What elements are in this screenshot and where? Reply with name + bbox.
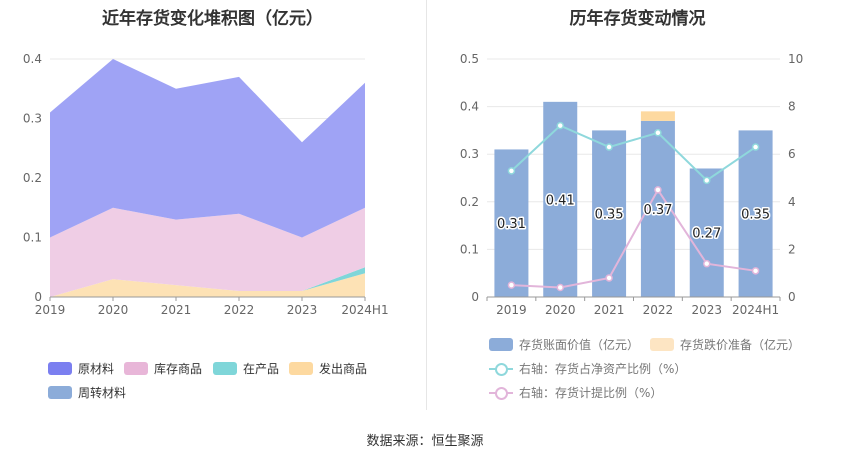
right-x-tick-label: 2019: [496, 303, 527, 317]
legend-item[interactable]: 周转材料: [48, 384, 126, 401]
right-chart-title: 历年存货变动情况: [569, 9, 706, 29]
legend-item[interactable]: 右轴：存货计提比例（%）: [489, 384, 662, 401]
right-y-tick-label: 0: [471, 290, 479, 304]
point-右轴：存货计提比例（%）: [703, 259, 711, 268]
right-x-tick-label: 2021: [594, 303, 625, 317]
data-source-note: 数据来源：恒生聚源: [366, 434, 484, 449]
legend-label: 在产品: [243, 362, 280, 376]
area-原材料: [50, 59, 365, 238]
point-右轴：存货计提比例（%）: [605, 274, 613, 282]
point-右轴：存货占净资产比例（%）: [605, 143, 613, 151]
bar-impairment: [640, 111, 675, 121]
bar-book-value: [689, 168, 724, 297]
bar-data-label: 0.35: [741, 208, 770, 223]
right-x-tick-label: 2022: [643, 303, 674, 317]
area-库存商品: [50, 207, 365, 297]
left-x-tick-label: 2022: [224, 303, 255, 317]
left-y-tick-label: 0.2: [23, 171, 42, 185]
bar-data-label: 0.37: [643, 203, 672, 218]
bar-data-label: 0.41: [546, 193, 575, 208]
line-右轴：存货计提比例（%）: [511, 187, 756, 289]
legend-swatch: [213, 362, 237, 375]
right-y2-tick-label: 10: [788, 52, 803, 66]
right-y2-tick-label: 6: [788, 147, 796, 161]
left-y-tick-label: 0.4: [23, 52, 42, 66]
line-右轴：存货占净资产比例（%）: [510, 124, 757, 182]
bar-book-value: [543, 101, 578, 297]
legend-line-marker: [489, 386, 513, 400]
legend-label: 周转材料: [78, 386, 127, 400]
legend-line-marker: [489, 362, 513, 376]
right-y-tick-label: 0.1: [460, 242, 479, 256]
point-右轴：存货占净资产比例（%）: [507, 167, 516, 175]
legend-label: 原材料: [78, 362, 115, 376]
left-chart-title: 近年存货变化堆积图（亿元）: [102, 9, 323, 29]
legend-item[interactable]: 在产品: [213, 360, 279, 377]
left-y-tick-label: 0.1: [23, 231, 42, 245]
bar-data-label: 0.35: [595, 208, 624, 223]
point-右轴：存货占净资产比例（%）: [654, 129, 662, 137]
right-y-tick-label: 0.4: [460, 100, 479, 114]
legend-label: 右轴：存货计提比例（%）: [519, 386, 663, 400]
left-x-tick-label: 2021: [161, 303, 192, 317]
right-y2-tick-label: 0: [788, 290, 796, 304]
point-右轴：存货计提比例（%）: [751, 267, 760, 275]
legend-swatch: [489, 338, 513, 351]
legend-item[interactable]: 右轴：存货占净资产比例（%）: [489, 360, 686, 377]
legend-label: 发出商品: [319, 362, 368, 376]
bar-data-label: 0.31: [497, 217, 526, 232]
right-y2-tick-label: 2: [788, 242, 796, 256]
legend-item[interactable]: 发出商品: [289, 360, 367, 377]
right-x-tick-label: 2020: [545, 303, 576, 317]
bar-book-value: [592, 130, 627, 297]
legend-label: 存货账面价值（亿元）: [519, 338, 640, 352]
right-y-tick-label: 0.2: [460, 195, 479, 209]
legend-swatch: [289, 362, 313, 375]
right-y-tick-label: 0.5: [460, 52, 479, 66]
legend-item[interactable]: 存货跌价准备（亿元）: [650, 336, 800, 353]
left-x-tick-label: 2024H1: [341, 303, 388, 317]
legend-item[interactable]: 原材料: [48, 360, 114, 377]
right-y2-tick-label: 8: [788, 100, 796, 114]
point-右轴：存货计提比例（%）: [556, 283, 564, 292]
bar-data-label: 0.27: [692, 227, 721, 242]
point-右轴：存货占净资产比例（%）: [556, 121, 564, 130]
point-右轴：存货占净资产比例（%）: [751, 143, 760, 151]
right-x-tick-label: 2023: [691, 303, 722, 317]
left-y-tick-label: 0.3: [23, 112, 42, 126]
legend-label: 右轴：存货占净资产比例（%）: [519, 362, 687, 376]
point-右轴：存货计提比例（%）: [654, 186, 662, 194]
right-x-tick-label: 2024H1: [732, 303, 779, 317]
left-y-tick-label: 0: [34, 290, 42, 304]
legend-swatch: [650, 338, 674, 351]
right-y2-tick-label: 4: [788, 195, 796, 209]
point-右轴：存货占净资产比例（%）: [703, 176, 711, 185]
right-y-tick-label: 0.3: [460, 147, 479, 161]
legend-swatch: [124, 362, 148, 375]
legend-swatch: [48, 386, 72, 399]
legend-item[interactable]: 库存商品: [124, 360, 202, 377]
legend-label: 库存商品: [154, 362, 203, 376]
left-x-tick-label: 2019: [35, 303, 66, 317]
legend-label: 存货跌价准备（亿元）: [680, 338, 801, 352]
left-x-tick-label: 2020: [98, 303, 129, 317]
point-右轴：存货计提比例（%）: [507, 281, 516, 289]
chart-divider: [426, 0, 427, 410]
left-x-tick-label: 2023: [287, 303, 318, 317]
legend-item[interactable]: 存货账面价值（亿元）: [489, 336, 639, 353]
legend-swatch: [48, 362, 72, 375]
